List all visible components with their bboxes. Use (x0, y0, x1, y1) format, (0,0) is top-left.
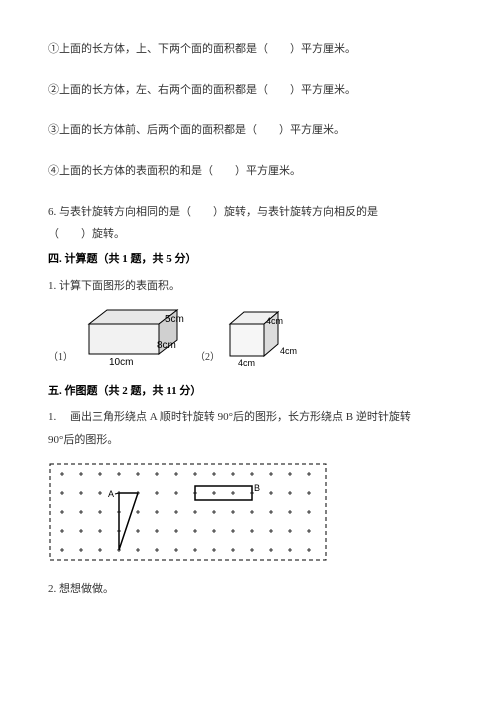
section-5-title: 五. 作图题（共 2 题，共 11 分） (48, 382, 452, 401)
cube-top-label: 4cm (266, 316, 283, 326)
section-5-q1-line2: 90°后的图形。 (48, 431, 452, 450)
question-1: ①上面的长方体，上、下两个面的面积都是（ ）平方厘米。 (48, 40, 452, 59)
text: 90°后的图形。 (48, 434, 118, 446)
section-4-q1: 1. 计算下面图形的表面积。 (48, 277, 452, 296)
figure-2-label: （2） (195, 349, 220, 368)
grid-svg: A B (48, 462, 328, 562)
question-3: ③上面的长方体前、后两个面的面积都是（ ）平方厘米。 (48, 121, 452, 140)
section-4-title: 四. 计算题（共 1 题，共 5 分） (48, 250, 452, 269)
question-6-line1: 6. 与表针旋转方向相同的是（ ）旋转，与表针旋转方向相反的是 (48, 203, 452, 222)
page-content: ①上面的长方体，上、下两个面的面积都是（ ）平方厘米。 ②上面的长方体，左、右两… (0, 0, 500, 598)
question-2: ②上面的长方体，左、右两个面的面积都是（ ）平方厘米。 (48, 81, 452, 100)
text: ④上面的长方体的表面积的和是（ ）平方厘米。 (48, 165, 301, 177)
grid-label-a: A (108, 489, 114, 499)
text: （ ）旋转。 (48, 228, 125, 240)
text: ①上面的长方体，上、下两个面的面积都是（ ）平方厘米。 (48, 43, 356, 55)
cuboid-svg: 5cm 8cm 10cm (77, 306, 187, 368)
text: 1. 画出三角形绕点 A 顺时针旋转 90°后的图形，长方形绕点 B 逆时针旋转 (48, 411, 411, 423)
section-5-q1-line1: 1. 画出三角形绕点 A 顺时针旋转 90°后的图形，长方形绕点 B 逆时针旋转 (48, 408, 452, 427)
figures-row: （1） 5cm 8cm 10cm （2） (48, 306, 452, 368)
text: ③上面的长方体前、后两个面的面积都是（ ）平方厘米。 (48, 124, 345, 136)
grid-figure: A B (48, 462, 452, 562)
question-4: ④上面的长方体的表面积的和是（ ）平方厘米。 (48, 162, 452, 181)
text: 6. 与表针旋转方向相同的是（ ）旋转，与表针旋转方向相反的是 (48, 206, 378, 218)
text: 五. 作图题（共 2 题，共 11 分） (48, 385, 201, 397)
cube-figure: 4cm 4cm 4cm (224, 306, 302, 368)
cuboid-figure: 5cm 8cm 10cm (77, 306, 187, 368)
cuboid-h-label: 5cm (165, 314, 184, 325)
grid-label-b: B (254, 483, 260, 493)
cuboid-d-label: 8cm (157, 340, 176, 351)
text: 1. 计算下面图形的表面积。 (48, 280, 180, 292)
text: 四. 计算题（共 1 题，共 5 分） (48, 253, 197, 265)
question-6-line2: （ ）旋转。 (48, 225, 452, 244)
figure-1-label: （1） (48, 349, 73, 368)
text: 2. 想想做做。 (48, 583, 114, 595)
cube-side-label: 4cm (280, 346, 297, 356)
text: ②上面的长方体，左、右两个面的面积都是（ ）平方厘米。 (48, 84, 356, 96)
section-5-q2: 2. 想想做做。 (48, 580, 452, 599)
cube-bottom-label: 4cm (238, 358, 255, 368)
cube-svg: 4cm 4cm 4cm (224, 306, 302, 368)
cuboid-w-label: 10cm (109, 357, 133, 368)
